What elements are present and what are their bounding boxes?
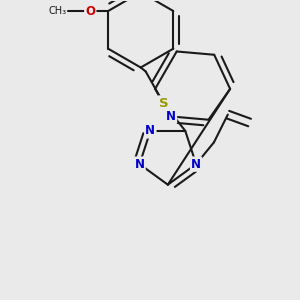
Text: O: O	[85, 4, 95, 17]
Text: N: N	[166, 110, 176, 123]
Text: CH₃: CH₃	[48, 6, 67, 16]
Text: N: N	[135, 158, 145, 171]
Text: S: S	[159, 97, 168, 110]
Text: N: N	[146, 124, 155, 137]
Text: N: N	[191, 158, 201, 171]
